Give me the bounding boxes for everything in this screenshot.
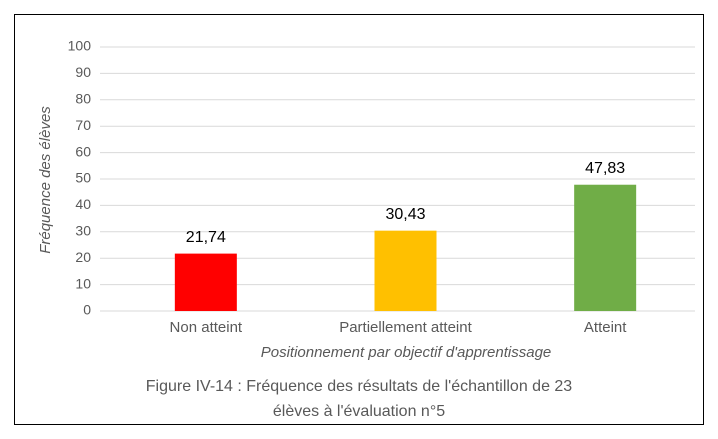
- bar: [174, 253, 237, 311]
- y-tick-label: 100: [68, 38, 92, 54]
- caption-line: Figure IV-14 : Fréquence des résultats d…: [146, 378, 573, 395]
- y-tick-label: 50: [75, 170, 91, 186]
- y-tick-label: 70: [75, 117, 91, 133]
- x-tick-label: Atteint: [584, 319, 627, 336]
- bar: [574, 184, 637, 311]
- x-tick-label: Non atteint: [170, 319, 243, 336]
- data-label: 21,74: [186, 229, 226, 246]
- y-tick-label: 20: [75, 249, 91, 265]
- y-tick-label: 40: [75, 196, 91, 212]
- x-axis-label: Positionnement par objectif d'apprentiss…: [261, 344, 552, 361]
- caption-line: élèves à l'évaluation n°5: [273, 403, 445, 420]
- x-tick-label: Partiellement atteint: [339, 319, 472, 336]
- y-tick-label: 30: [75, 223, 91, 239]
- y-tick-label: 90: [75, 64, 91, 80]
- bar: [374, 230, 437, 311]
- y-tick-label: 80: [75, 91, 91, 107]
- y-tick-label: 60: [75, 143, 91, 159]
- y-tick-label: 0: [83, 302, 91, 318]
- y-tick-label: 10: [75, 275, 91, 291]
- y-axis-label: Fréquence des élèves: [37, 106, 54, 254]
- data-label: 47,83: [585, 160, 625, 177]
- data-label: 30,43: [385, 206, 425, 223]
